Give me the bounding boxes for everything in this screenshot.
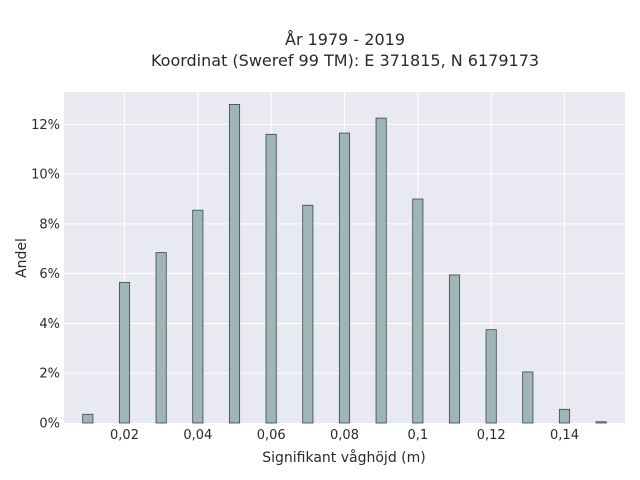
histogram-bar <box>155 252 167 424</box>
y-axis-label: Andel <box>14 238 30 278</box>
histogram-bar <box>265 133 277 424</box>
histogram-bar <box>82 413 94 424</box>
y-tick-label: 10% <box>31 168 60 183</box>
histogram-bar <box>558 408 571 424</box>
x-tick-label: 0,1 <box>407 428 428 443</box>
histogram-bar <box>595 421 607 424</box>
chart-title-line-1: År 1979 - 2019 <box>285 30 405 49</box>
histogram-bar <box>412 198 424 424</box>
y-tick-label: 8% <box>39 217 60 232</box>
histogram-bar <box>118 281 131 424</box>
histogram-bar <box>485 329 497 424</box>
bars <box>82 104 607 424</box>
y-tick-label: 2% <box>39 367 60 382</box>
x-tick-label: 0,14 <box>550 428 579 443</box>
histogram-bar <box>228 104 241 424</box>
y-tick-label: 12% <box>31 118 60 133</box>
x-tick-labels: 0,02 0,04 0,06 0,08 0,1 0,12 0,14 <box>110 428 579 443</box>
histogram-bar <box>448 274 461 424</box>
x-tick-label: 0,06 <box>257 428 286 443</box>
y-tick-label: 6% <box>39 267 60 282</box>
x-tick-label: 0,02 <box>110 428 139 443</box>
histogram-bar <box>375 117 387 424</box>
histogram-bar <box>338 132 351 424</box>
histogram-bar <box>302 204 314 424</box>
chart-title-line-2: Koordinat (Sweref 99 TM): E 371815, N 61… <box>151 51 539 70</box>
x-tick-label: 0,12 <box>477 428 506 443</box>
y-tick-labels: 0% 2% 4% 6% 8% 10% 12% <box>31 118 60 432</box>
x-axis-label: Signifikant våghöjd (m) <box>262 449 425 466</box>
histogram-bar <box>192 209 204 424</box>
y-tick-label: 4% <box>39 317 60 332</box>
y-tick-label: 0% <box>39 417 60 432</box>
histogram-bar <box>522 371 534 424</box>
x-tick-label: 0,08 <box>330 428 359 443</box>
x-tick-label: 0,04 <box>183 428 212 443</box>
